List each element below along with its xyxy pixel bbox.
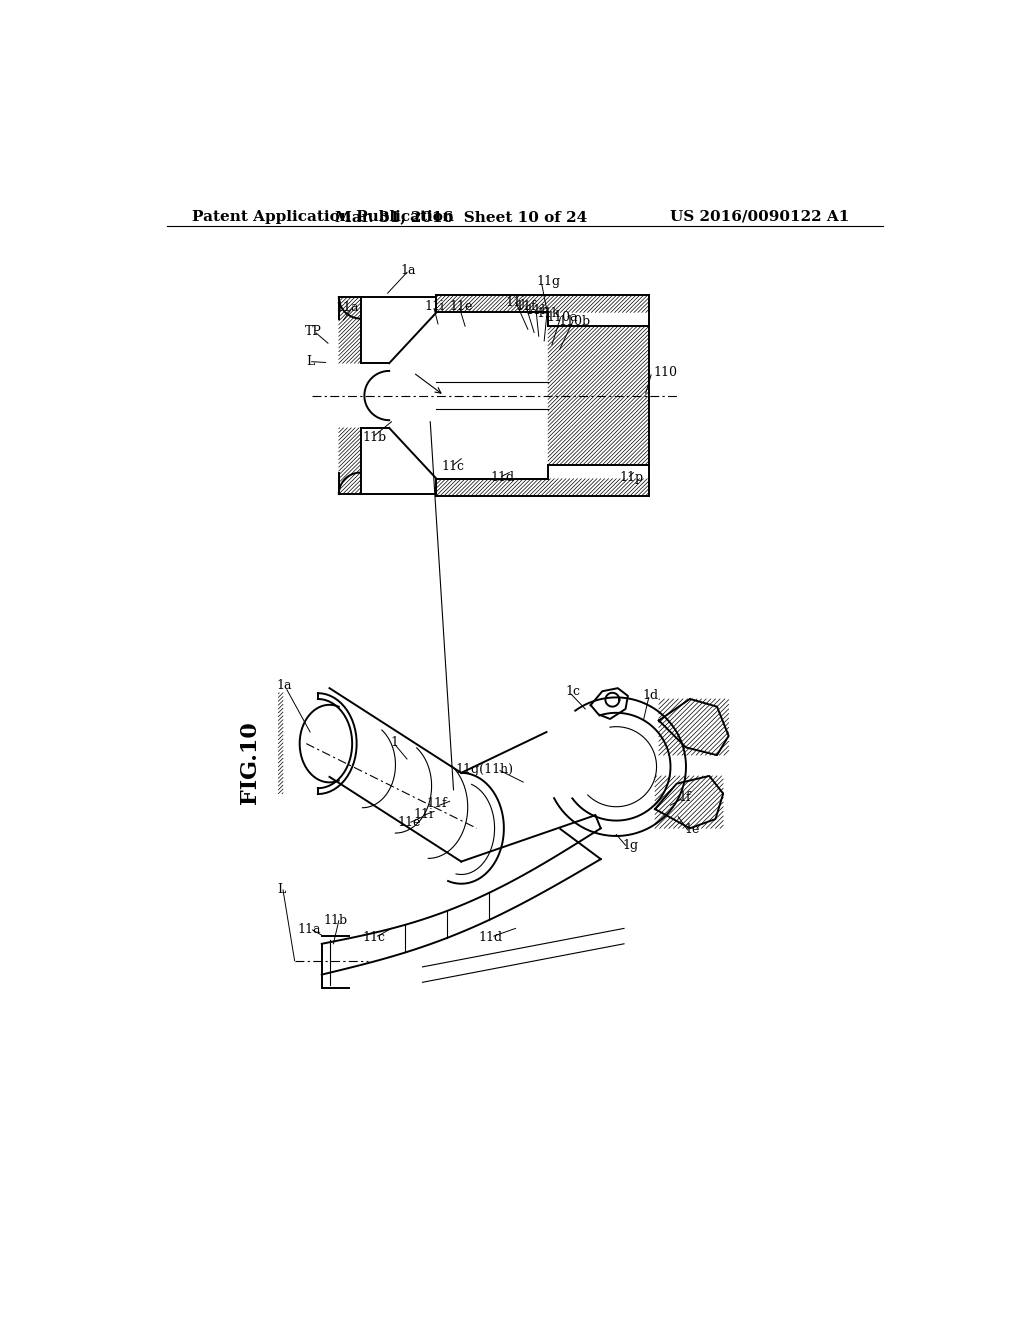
Text: 1: 1 <box>390 735 398 748</box>
Text: 11c: 11c <box>442 459 465 473</box>
Text: 1f: 1f <box>678 791 691 804</box>
Text: 1e: 1e <box>684 824 699 837</box>
Text: 1d: 1d <box>643 689 658 702</box>
Text: 110a: 110a <box>547 312 578 325</box>
Text: TP: TP <box>305 325 322 338</box>
Text: L: L <box>306 355 314 368</box>
Text: 11c: 11c <box>362 931 385 944</box>
Text: 110b: 110b <box>559 315 591 329</box>
Text: 11h: 11h <box>525 304 550 317</box>
Text: L: L <box>278 883 286 896</box>
Text: 11i: 11i <box>414 808 433 821</box>
Text: FIG.10: FIG.10 <box>240 722 261 804</box>
Text: 11k: 11k <box>537 308 560 321</box>
Text: 11b: 11b <box>324 915 347 927</box>
Text: 11g: 11g <box>537 275 560 288</box>
Text: 1a: 1a <box>400 264 417 277</box>
Text: 1a: 1a <box>276 680 292 693</box>
Text: 11d: 11d <box>490 471 515 484</box>
Text: 11f: 11f <box>515 300 537 313</box>
Text: 11f: 11f <box>426 797 447 810</box>
Text: 11p: 11p <box>620 471 643 484</box>
Text: 1g: 1g <box>623 838 639 851</box>
Text: 11a: 11a <box>297 924 321 936</box>
Text: 110: 110 <box>653 366 678 379</box>
Text: 11a: 11a <box>336 301 359 314</box>
Text: 11d: 11d <box>478 931 503 944</box>
Text: US 2016/0090122 A1: US 2016/0090122 A1 <box>671 210 850 224</box>
Text: 11g(11h): 11g(11h) <box>455 763 513 776</box>
Text: 11b: 11b <box>362 430 387 444</box>
Text: 11e: 11e <box>397 816 421 829</box>
Text: Mar. 31, 2016  Sheet 10 of 24: Mar. 31, 2016 Sheet 10 of 24 <box>335 210 588 224</box>
Text: Patent Application Publication: Patent Application Publication <box>191 210 454 224</box>
Text: 1c: 1c <box>565 685 581 698</box>
Text: 11i: 11i <box>424 300 444 313</box>
Text: 11e: 11e <box>450 300 473 313</box>
Text: 11j: 11j <box>506 296 525 309</box>
